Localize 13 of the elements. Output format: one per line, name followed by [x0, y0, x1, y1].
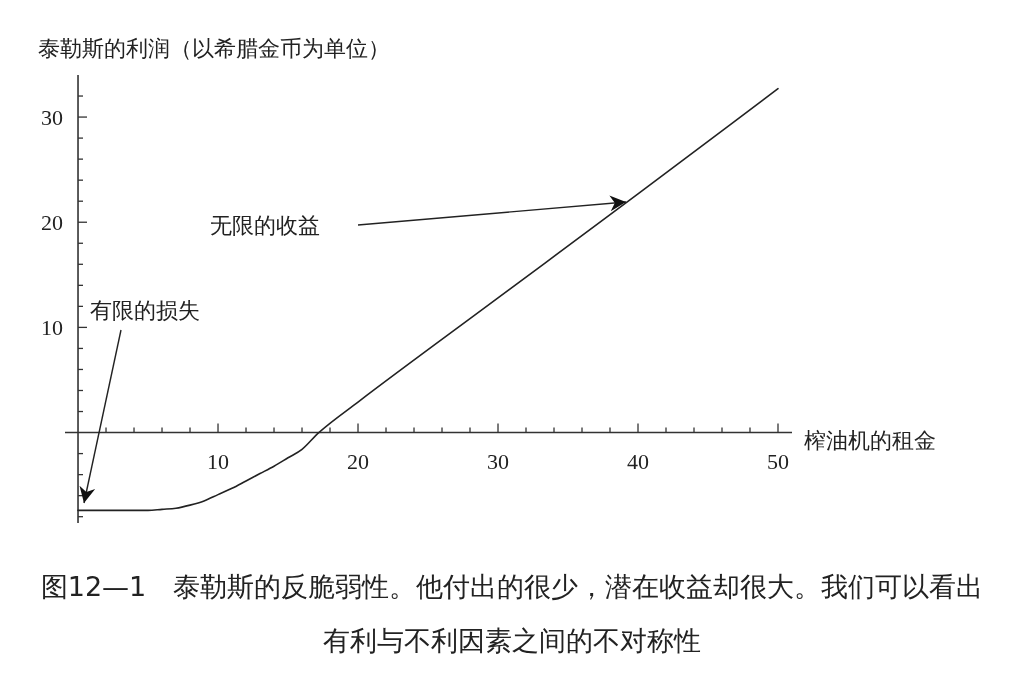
xlabel: 榨油机的租金 [804, 427, 936, 453]
ylabel: 泰勒斯的利润（以希腊金币为单位） [38, 36, 390, 61]
x-tick-label: 20 [347, 448, 369, 474]
y-tick-label: 20 [41, 210, 63, 236]
y-tick-label: 30 [41, 105, 63, 131]
x-tick-label: 10 [207, 448, 229, 474]
x-tick-label: 40 [627, 448, 649, 474]
x-tick-label: 50 [767, 448, 789, 474]
x-tick-label: 30 [487, 448, 509, 474]
annotation: 有限的损失 [90, 298, 200, 323]
annotation: 无限的收益 [210, 213, 320, 238]
y-tick-label: 10 [41, 315, 63, 341]
caption: 图12—1 泰勒斯的反脆弱性。他付出的很少，潜在收益却很大。我们可以看出有利与不利因素之间的不对称性 [40, 570, 984, 658]
